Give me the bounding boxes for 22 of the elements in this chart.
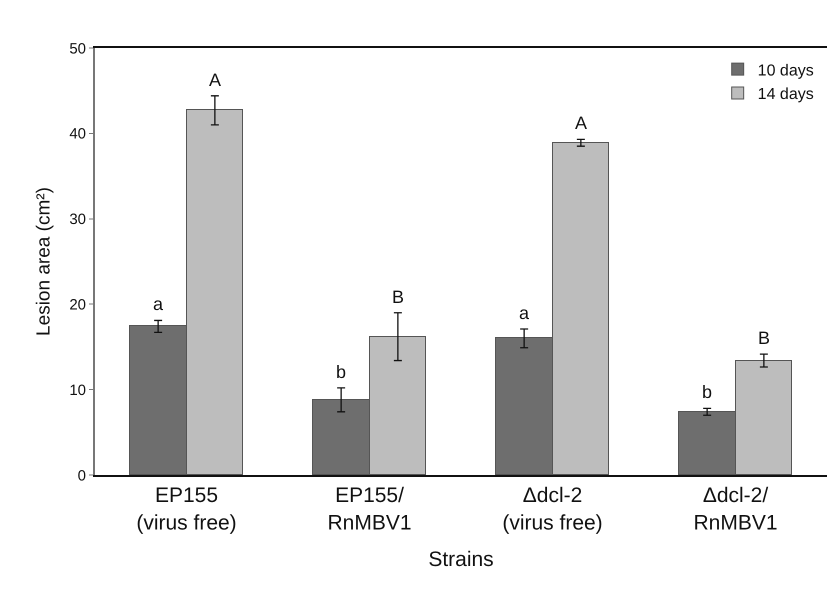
y-axis-title: Lesion area (cm²): [34, 187, 55, 336]
annotation: B: [392, 287, 404, 307]
y-tick-label: 0: [78, 467, 86, 484]
annotation: a: [153, 294, 164, 314]
annotation: a: [519, 303, 530, 323]
y-tick-label: 10: [69, 382, 86, 399]
x-axis-title: Strains: [428, 548, 494, 572]
y-tick-label: 30: [69, 211, 86, 228]
legend-label: 14 days: [758, 86, 814, 104]
x-tick-label: EP155 (virus free): [136, 484, 237, 534]
y-tick-label: 50: [69, 40, 86, 58]
legend-label: 10 days: [758, 62, 814, 80]
x-tick-label: Δdcl-2/ RnMBV1: [693, 484, 778, 534]
x-tick-label: Δdcl-2 (virus free): [502, 484, 603, 534]
annotation: b: [336, 362, 346, 382]
annotation: b: [702, 382, 712, 402]
annotation: A: [209, 70, 222, 90]
x-tick-label: EP155/ RnMBV1: [327, 484, 412, 534]
annotation: B: [758, 328, 770, 348]
y-tick-label: 20: [69, 296, 86, 314]
annotation: A: [575, 113, 588, 133]
y-tick-label: 40: [69, 126, 86, 143]
